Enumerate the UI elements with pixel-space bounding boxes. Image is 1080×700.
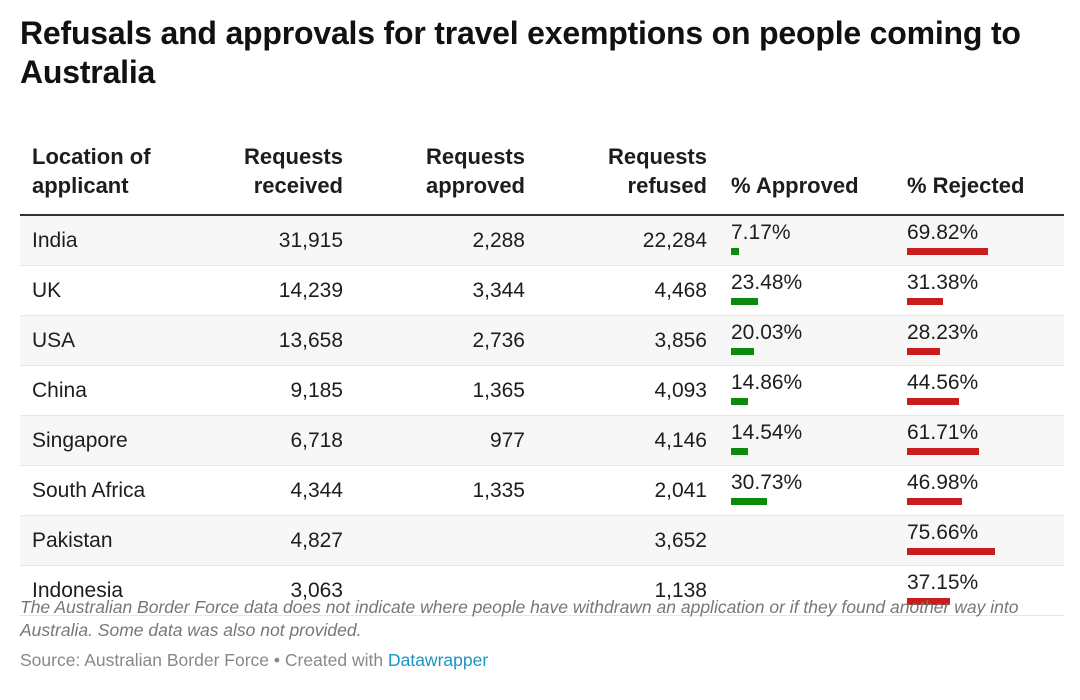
cell-approved [355,565,537,616]
cell-location: China [20,365,198,416]
approved-bar [731,448,748,455]
source-text: Source: Australian Border Force • Create… [20,650,388,670]
cell-pct-rejected: 46.98% [895,465,1064,516]
pct-approved-label: 7.17% [731,221,791,244]
cell-pct-rejected: 28.23% [895,315,1064,366]
cell-received: 9,185 [198,365,355,416]
cell-pct-approved [719,565,895,616]
cell-location: USA [20,315,198,366]
cell-approved [355,515,537,566]
pct-rejected-label: 46.98% [907,471,979,494]
pct-rejected-label: 31.38% [907,271,979,294]
cell-approved: 3,344 [355,265,537,316]
cell-pct-rejected: 75.66% [895,515,1064,566]
rejected-bar [907,598,951,605]
cell-location: Singapore [20,415,198,466]
rejected-bar [907,298,944,305]
rejected-bar [907,348,940,355]
pct-rejected-label: 61.71% [907,421,979,444]
column-header-approved[interactable]: Requests approved [425,144,525,198]
pct-approved-label: 30.73% [731,471,803,494]
cell-received: 4,827 [198,515,355,566]
cell-pct-approved [719,515,895,566]
pct-approved-label: 14.86% [731,371,803,394]
datawrapper-link[interactable]: Datawrapper [387,650,489,670]
cell-refused: 3,652 [537,515,719,566]
table-row: UK 14,239 3,344 4,468 23.48% 31.38% [20,265,1064,316]
cell-refused: 4,093 [537,365,719,416]
table-row: Indonesia 3,063 1,138 37.15% [20,565,1064,616]
cell-approved: 977 [355,415,537,466]
cell-refused: 22,284 [537,215,719,266]
cell-pct-approved: 14.54% [719,415,895,466]
cell-pct-approved: 23.48% [719,265,895,316]
approved-bar [731,348,755,355]
cell-pct-approved: 7.17% [719,215,895,266]
cell-received: 3,063 [198,565,355,616]
pct-approved-label: 23.48% [731,271,803,294]
cell-pct-rejected: 61.71% [895,415,1064,466]
pct-rejected-label: 75.66% [907,521,979,544]
rejected-bar [907,398,959,405]
rejected-bar [907,548,995,555]
column-header-refused[interactable]: Requests refused [607,144,707,198]
cell-received: 14,239 [198,265,355,316]
table-row: China 9,185 1,365 4,093 14.86% 44.56% [20,365,1064,416]
cell-pct-rejected: 37.15% [895,565,1064,616]
pct-rejected-label: 69.82% [907,221,979,244]
table-row: Pakistan 4,827 3,652 75.66% [20,515,1064,566]
cell-pct-rejected: 69.82% [895,215,1064,266]
table-header-row: Location of applicant Requests received … [20,136,1064,215]
cell-location: Pakistan [20,515,198,566]
table-row: India 31,915 2,288 22,284 7.17% 69.82% [20,215,1064,266]
column-header-received[interactable]: Requests received [243,144,343,198]
cell-pct-approved: 20.03% [719,315,895,366]
cell-pct-approved: 14.86% [719,365,895,416]
cell-pct-approved: 30.73% [719,465,895,516]
cell-location: UK [20,265,198,316]
pct-approved-label: 14.54% [731,421,803,444]
approved-bar [731,298,759,305]
cell-received: 31,915 [198,215,355,266]
cell-refused: 2,041 [537,465,719,516]
cell-refused: 3,856 [537,315,719,366]
cell-approved: 2,736 [355,315,537,366]
pct-rejected-label: 37.15% [907,571,979,594]
cell-received: 13,658 [198,315,355,366]
cell-location: India [20,215,198,266]
table-body: India 31,915 2,288 22,284 7.17% 69.82% UK 14,23… [20,215,1064,616]
chart-notes: The Australian Border Force data does no… [20,597,1019,640]
cell-refused: 4,146 [537,415,719,466]
cell-pct-rejected: 44.56% [895,365,1064,416]
rejected-bar [907,248,988,255]
table-row: USA 13,658 2,736 3,856 20.03% 28.23% [20,315,1064,366]
cell-location: Indonesia [20,565,198,616]
cell-refused: 4,468 [537,265,719,316]
pct-rejected-label: 44.56% [907,371,979,394]
cell-location: South Africa [20,465,198,516]
approved-bar [731,248,740,255]
cell-refused: 1,138 [537,565,719,616]
column-header-pct-approved[interactable]: % Approved [731,173,859,198]
rejected-bar [907,498,962,505]
cell-approved: 2,288 [355,215,537,266]
cell-approved: 1,365 [355,365,537,416]
pct-approved-label: 20.03% [731,321,803,344]
table-row: South Africa 4,344 1,335 2,041 30.73% 46.98% [20,465,1064,516]
pct-rejected-label: 28.23% [907,321,979,344]
cell-pct-rejected: 31.38% [895,265,1064,316]
cell-received: 4,344 [198,465,355,516]
chart-source: Source: Australian Border Force • Create… [20,650,488,671]
approved-bar [731,398,749,405]
cell-approved: 1,335 [355,465,537,516]
approved-bar [731,498,767,505]
rejected-bar [907,448,979,455]
column-header-pct-rejected[interactable]: % Rejected [907,173,1025,198]
table-row: Singapore 6,718 977 4,146 14.54% 61.71% [20,415,1064,466]
chart-title: Refusals and approvals for travel exempt… [20,15,1021,90]
data-table: Location of applicant Requests received … [20,136,1064,616]
cell-received: 6,718 [198,415,355,466]
column-header-location[interactable]: Location of applicant [32,144,151,198]
